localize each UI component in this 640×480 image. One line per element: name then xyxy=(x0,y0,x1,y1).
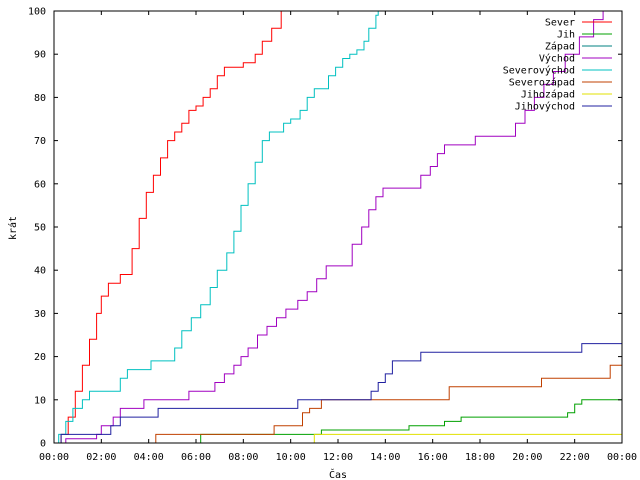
y-tick-label: 80 xyxy=(34,93,46,104)
x-tick-label: 12:00 xyxy=(323,452,353,463)
legend-label: Západ xyxy=(545,41,575,53)
series-line-0 xyxy=(54,11,282,444)
legend: SeverJihZápadVýchodSeverovýchodSeverozáp… xyxy=(503,18,612,113)
series-line-5 xyxy=(54,364,622,444)
x-tick-label: 14:00 xyxy=(370,452,400,463)
y-tick-label: 50 xyxy=(34,223,46,234)
series-line-4 xyxy=(54,11,379,444)
series-line-3 xyxy=(54,11,604,444)
y-tick-label: 60 xyxy=(34,179,46,190)
x-tick-label: 06:00 xyxy=(181,452,211,463)
x-axis: 00:00 02:00 04:00 06:00 08:00 10:00 12:00 14:00… xyxy=(39,11,637,463)
y-tick-label: 30 xyxy=(34,309,46,320)
y-tick-label: 20 xyxy=(34,352,46,363)
y-tick-label: 90 xyxy=(34,50,46,61)
x-tick-label: 10:00 xyxy=(276,452,306,463)
legend-label: Východ xyxy=(539,53,575,65)
legend-label: Severozápad xyxy=(509,77,575,89)
y-tick-label: 0 xyxy=(40,439,46,450)
x-tick-label: 04:00 xyxy=(134,452,164,463)
y-tick-label: 70 xyxy=(34,136,46,147)
x-tick-label: 00:00 xyxy=(607,452,637,463)
x-tick-label: 00:00 xyxy=(39,452,69,463)
legend-label: Jihovýchod xyxy=(515,101,575,113)
x-tick-label: 20:00 xyxy=(512,452,542,463)
y-tick-label: 40 xyxy=(34,266,46,277)
x-tick-label: 02:00 xyxy=(86,452,116,463)
legend-label: Sever xyxy=(545,18,575,29)
y-tick-label: 10 xyxy=(34,395,46,406)
x-tick-label: 18:00 xyxy=(465,452,495,463)
x-tick-label: 22:00 xyxy=(560,452,590,463)
y-axis: 0 10 20 30 40 50 60 70 80 90 100 xyxy=(28,7,622,450)
x-axis-label: Čas xyxy=(329,468,347,480)
x-tick-label: 16:00 xyxy=(418,452,448,463)
x-tick-label: 08:00 xyxy=(228,452,258,463)
legend-label: Jihozápad xyxy=(521,89,575,101)
series-line-1 xyxy=(54,399,622,444)
legend-label: Jih xyxy=(557,30,575,41)
series-line-7 xyxy=(54,343,622,444)
y-tick-label: 100 xyxy=(28,7,46,18)
y-axis-label: krát xyxy=(7,216,19,240)
legend-label: Severovýchod xyxy=(503,65,575,77)
